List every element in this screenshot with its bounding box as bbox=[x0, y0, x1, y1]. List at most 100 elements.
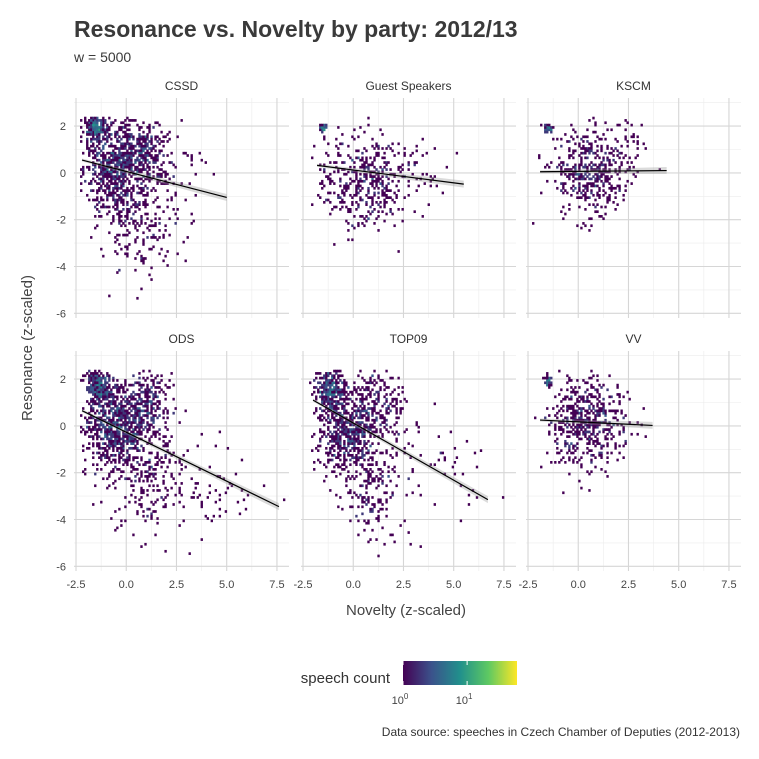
heatmap-cell bbox=[385, 175, 388, 178]
heatmap-cell bbox=[339, 184, 342, 188]
heatmap-cell bbox=[437, 458, 440, 462]
heatmap-cell bbox=[142, 446, 145, 450]
heatmap-cell bbox=[560, 189, 563, 192]
heatmap-cell bbox=[566, 407, 569, 410]
heatmap-cell bbox=[345, 390, 348, 394]
heatmap-cell bbox=[616, 203, 619, 207]
y-tick-label: -4 bbox=[56, 515, 66, 527]
x-tick-label: 5.0 bbox=[219, 579, 234, 591]
heatmap-cell bbox=[108, 386, 111, 389]
heatmap-cell bbox=[343, 386, 346, 389]
heatmap-cell bbox=[546, 376, 549, 380]
heatmap-cell bbox=[335, 437, 338, 441]
heatmap-cell bbox=[417, 184, 420, 188]
heatmap-cell bbox=[325, 407, 328, 410]
heatmap-cell bbox=[317, 372, 320, 375]
heatmap-cell bbox=[116, 172, 119, 176]
heatmap-cell bbox=[164, 456, 167, 460]
heatmap-cell bbox=[162, 439, 165, 443]
heatmap-cell bbox=[192, 491, 195, 495]
heatmap-cell bbox=[236, 500, 240, 504]
heatmap-cell bbox=[104, 189, 107, 192]
heatmap-cell bbox=[146, 411, 149, 415]
heatmap-cell bbox=[110, 418, 113, 422]
heatmap-cell bbox=[110, 407, 113, 410]
heatmap-cell bbox=[118, 453, 121, 457]
heatmap-cell bbox=[116, 189, 119, 192]
heatmap-cell bbox=[604, 435, 607, 438]
heatmap-cell bbox=[385, 418, 388, 422]
heatmap-cell bbox=[172, 397, 175, 401]
heatmap-cell bbox=[132, 163, 135, 167]
heatmap-cell bbox=[114, 414, 117, 417]
heatmap-cell bbox=[550, 161, 553, 164]
heatmap-cell bbox=[345, 381, 348, 385]
heatmap-cell bbox=[550, 383, 553, 387]
heatmap-cell bbox=[377, 411, 380, 415]
heatmap-cell bbox=[584, 224, 587, 228]
heatmap-cell bbox=[361, 158, 364, 162]
heatmap-cell bbox=[339, 416, 342, 420]
heatmap-cell bbox=[584, 193, 587, 197]
heatmap-cell bbox=[240, 458, 244, 462]
heatmap-cell bbox=[371, 510, 374, 513]
heatmap-cell bbox=[618, 393, 621, 396]
heatmap-cell bbox=[359, 493, 362, 497]
heatmap-cell bbox=[578, 163, 581, 167]
heatmap-cell bbox=[94, 381, 97, 385]
heatmap-cell bbox=[162, 140, 165, 143]
heatmap-cell bbox=[357, 186, 360, 190]
heatmap-cell bbox=[152, 245, 155, 249]
heatmap-cell bbox=[544, 376, 547, 380]
heatmap-cell bbox=[345, 395, 348, 399]
heatmap-cell bbox=[337, 444, 340, 448]
heatmap-cell bbox=[134, 219, 137, 223]
heatmap-cell bbox=[94, 172, 97, 176]
heatmap-cell bbox=[323, 374, 326, 378]
heatmap-cell bbox=[160, 465, 163, 469]
heatmap-cell bbox=[146, 423, 149, 427]
heatmap-cell bbox=[419, 453, 422, 457]
heatmap-cell bbox=[120, 168, 123, 171]
heatmap-cell bbox=[365, 423, 368, 427]
heatmap-cell bbox=[391, 142, 394, 146]
heatmap-cell bbox=[126, 439, 129, 443]
heatmap-cell bbox=[355, 191, 358, 195]
heatmap-cell bbox=[606, 428, 609, 431]
heatmap-cell bbox=[124, 439, 127, 443]
heatmap-cell bbox=[614, 411, 617, 415]
heatmap-cell bbox=[341, 416, 344, 420]
heatmap-cell bbox=[580, 465, 583, 469]
heatmap-cell bbox=[102, 135, 105, 139]
heatmap-cell bbox=[606, 198, 609, 202]
heatmap-cell bbox=[88, 402, 91, 406]
heatmap-cell bbox=[570, 397, 573, 401]
heatmap-cell bbox=[351, 200, 354, 204]
heatmap-cell bbox=[200, 503, 203, 506]
heatmap-cell bbox=[313, 432, 316, 436]
heatmap-cell bbox=[90, 430, 93, 434]
heatmap-cell bbox=[584, 147, 587, 150]
heatmap-cell bbox=[397, 376, 400, 380]
heatmap-cell bbox=[108, 294, 111, 298]
heatmap-cell bbox=[359, 198, 362, 202]
heatmap-cell bbox=[120, 437, 123, 441]
heatmap-cell bbox=[361, 428, 364, 431]
heatmap-cell bbox=[315, 397, 318, 401]
heatmap-cell bbox=[329, 191, 332, 195]
heatmap-cell bbox=[82, 168, 85, 171]
heatmap-cell bbox=[118, 233, 121, 237]
heatmap-cell bbox=[385, 428, 388, 431]
heatmap-cell bbox=[134, 425, 137, 429]
heatmap-cell bbox=[114, 165, 117, 169]
heatmap-cell bbox=[359, 215, 362, 218]
heatmap-cell bbox=[600, 407, 603, 410]
heatmap-cell bbox=[367, 496, 370, 499]
heatmap-cell bbox=[381, 479, 384, 483]
heatmap-cell bbox=[112, 458, 115, 462]
heatmap-cell bbox=[82, 170, 85, 174]
heatmap-cell bbox=[136, 252, 139, 256]
heatmap-cell bbox=[94, 395, 97, 399]
heatmap-cell bbox=[98, 172, 101, 176]
heatmap-cell bbox=[102, 116, 105, 120]
